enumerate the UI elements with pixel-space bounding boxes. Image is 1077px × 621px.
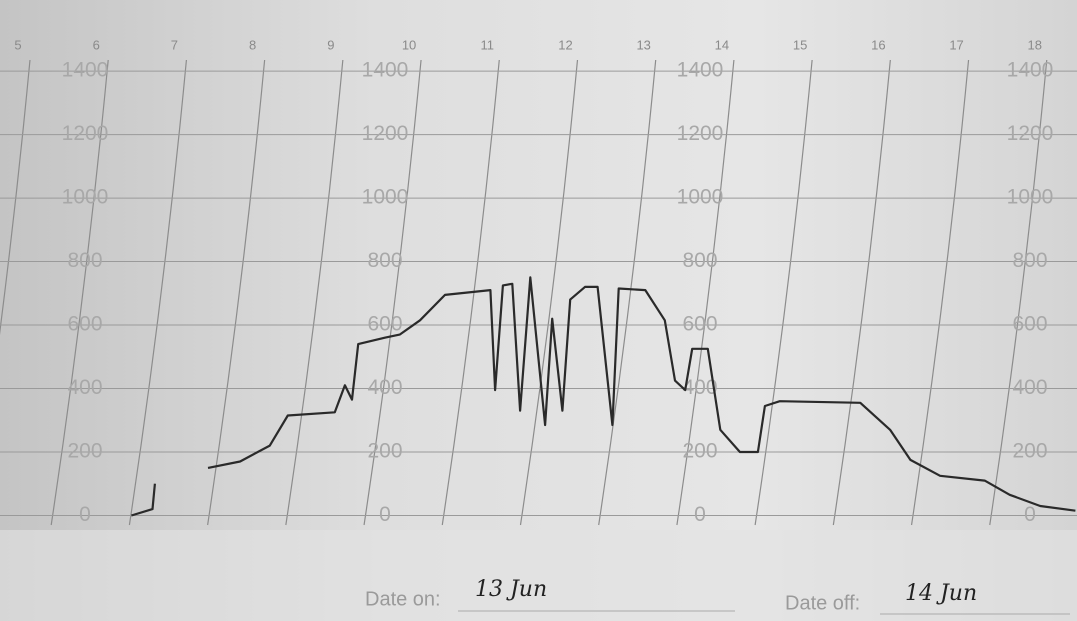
x-tick-label: 9 [327,37,334,52]
y-tick-label: 0 [79,503,91,526]
y-tick-label: 600 [682,313,717,336]
y-tick-label: 200 [1012,440,1047,463]
y-tick-label: 1200 [62,122,109,145]
grid-arc [910,59,970,526]
grid-arc [989,59,1048,526]
y-tick-label: 1400 [362,59,409,82]
date-on: 13 Jun [475,577,547,602]
y-tick-label: 800 [1012,249,1047,272]
y-tick-label: 800 [67,249,102,272]
x-tick-label: 14 [715,37,729,52]
y-tick-label: 1000 [62,186,109,209]
y-tick-label: 400 [67,376,102,399]
date-on-label: Date on: [365,588,441,610]
y-tick-label: 600 [1012,313,1047,336]
footer-strip [0,530,1077,621]
y-tick-label: 400 [682,376,717,399]
y-tick-label: 800 [682,249,717,272]
y-tick-label: 1400 [1007,59,1054,82]
x-tick-label: 8 [249,37,256,52]
y-tick-label: 200 [67,440,102,463]
y-tick-label: 600 [67,313,102,336]
grid-arc [50,59,109,526]
x-tick-label: 18 [1028,37,1042,52]
y-tick-label: 1000 [677,186,724,209]
grid-arc [207,59,266,526]
grid-arc [598,59,657,526]
y-tick-label: 200 [682,440,717,463]
y-tick-label: 1000 [1007,186,1054,209]
date-off-label: Date off: [785,592,860,614]
y-tick-label: 600 [367,313,402,336]
y-tick-label: 1200 [677,122,724,145]
x-tick-label: 11 [481,37,495,52]
grid-arc [0,59,31,336]
y-tick-label: 0 [1024,503,1036,526]
y-tick-label: 0 [694,503,706,526]
x-tick-label: 16 [871,37,885,52]
x-tick-label: 6 [93,37,100,52]
grid-arc [676,59,735,526]
y-tick-label: 200 [367,440,402,463]
y-tick-label: 400 [1012,376,1047,399]
date-off: 14 Jun [905,581,977,606]
grid-arc [285,59,344,526]
grid-arc [832,59,891,526]
y-tick-label: 1400 [62,59,109,82]
y-tick-label: 800 [367,249,402,272]
x-tick-label: 5 [14,37,21,52]
y-tick-label: 400 [367,376,402,399]
x-tick-label: 7 [171,37,178,52]
x-tick-label: 12 [558,37,572,52]
x-tick-label: 10 [402,37,416,52]
grid-arc [519,59,579,526]
x-tick-label: 17 [949,37,963,52]
y-tick-label: 1200 [1007,122,1054,145]
y-tick-label: 1000 [362,186,409,209]
trace [131,276,1076,517]
grid-arc [363,59,422,526]
x-tick-label: 15 [793,37,807,52]
grid-arc [754,59,813,526]
x-tick-label: 13 [636,37,650,52]
y-tick-label: 1400 [677,59,724,82]
y-tick-label: 0 [379,503,391,526]
y-tick-label: 1200 [362,122,409,145]
grid-arc [128,59,188,526]
